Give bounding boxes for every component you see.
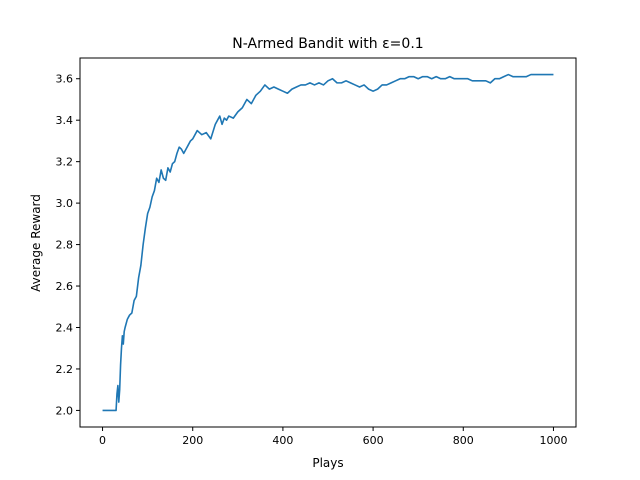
y-axis-label: Average Reward (29, 194, 43, 292)
x-tick-label: 0 (99, 434, 106, 447)
y-tick-label: 2.0 (56, 404, 74, 417)
x-tick-label: 1000 (539, 434, 567, 447)
y-tick-label: 3.6 (56, 73, 74, 86)
x-axis-label: Plays (312, 456, 343, 470)
plot-frame (79, 57, 577, 428)
y-axis: 2.0 2.2 2.4 2.6 2.8 3.0 3.2 3.4 3.6 (56, 73, 80, 417)
x-tick-label: 800 (453, 434, 474, 447)
plot-area (102, 73, 554, 412)
y-tick-label: 3.2 (56, 156, 74, 169)
y-tick-label: 3.4 (56, 114, 74, 127)
y-tick-label: 2.2 (56, 363, 74, 376)
series-line (102, 73, 554, 412)
x-axis: 0 200 400 600 800 1000 (99, 427, 567, 447)
x-tick-label: 200 (182, 434, 203, 447)
y-tick-label: 2.6 (56, 280, 74, 293)
y-tick-label: 2.4 (56, 321, 74, 334)
chart-title: N-Armed Bandit with ε=0.1 (232, 36, 423, 52)
y-tick-label: 2.8 (56, 239, 74, 252)
x-tick-label: 600 (363, 434, 384, 447)
x-tick-label: 400 (272, 434, 293, 447)
y-tick-label: 3.0 (56, 197, 74, 210)
